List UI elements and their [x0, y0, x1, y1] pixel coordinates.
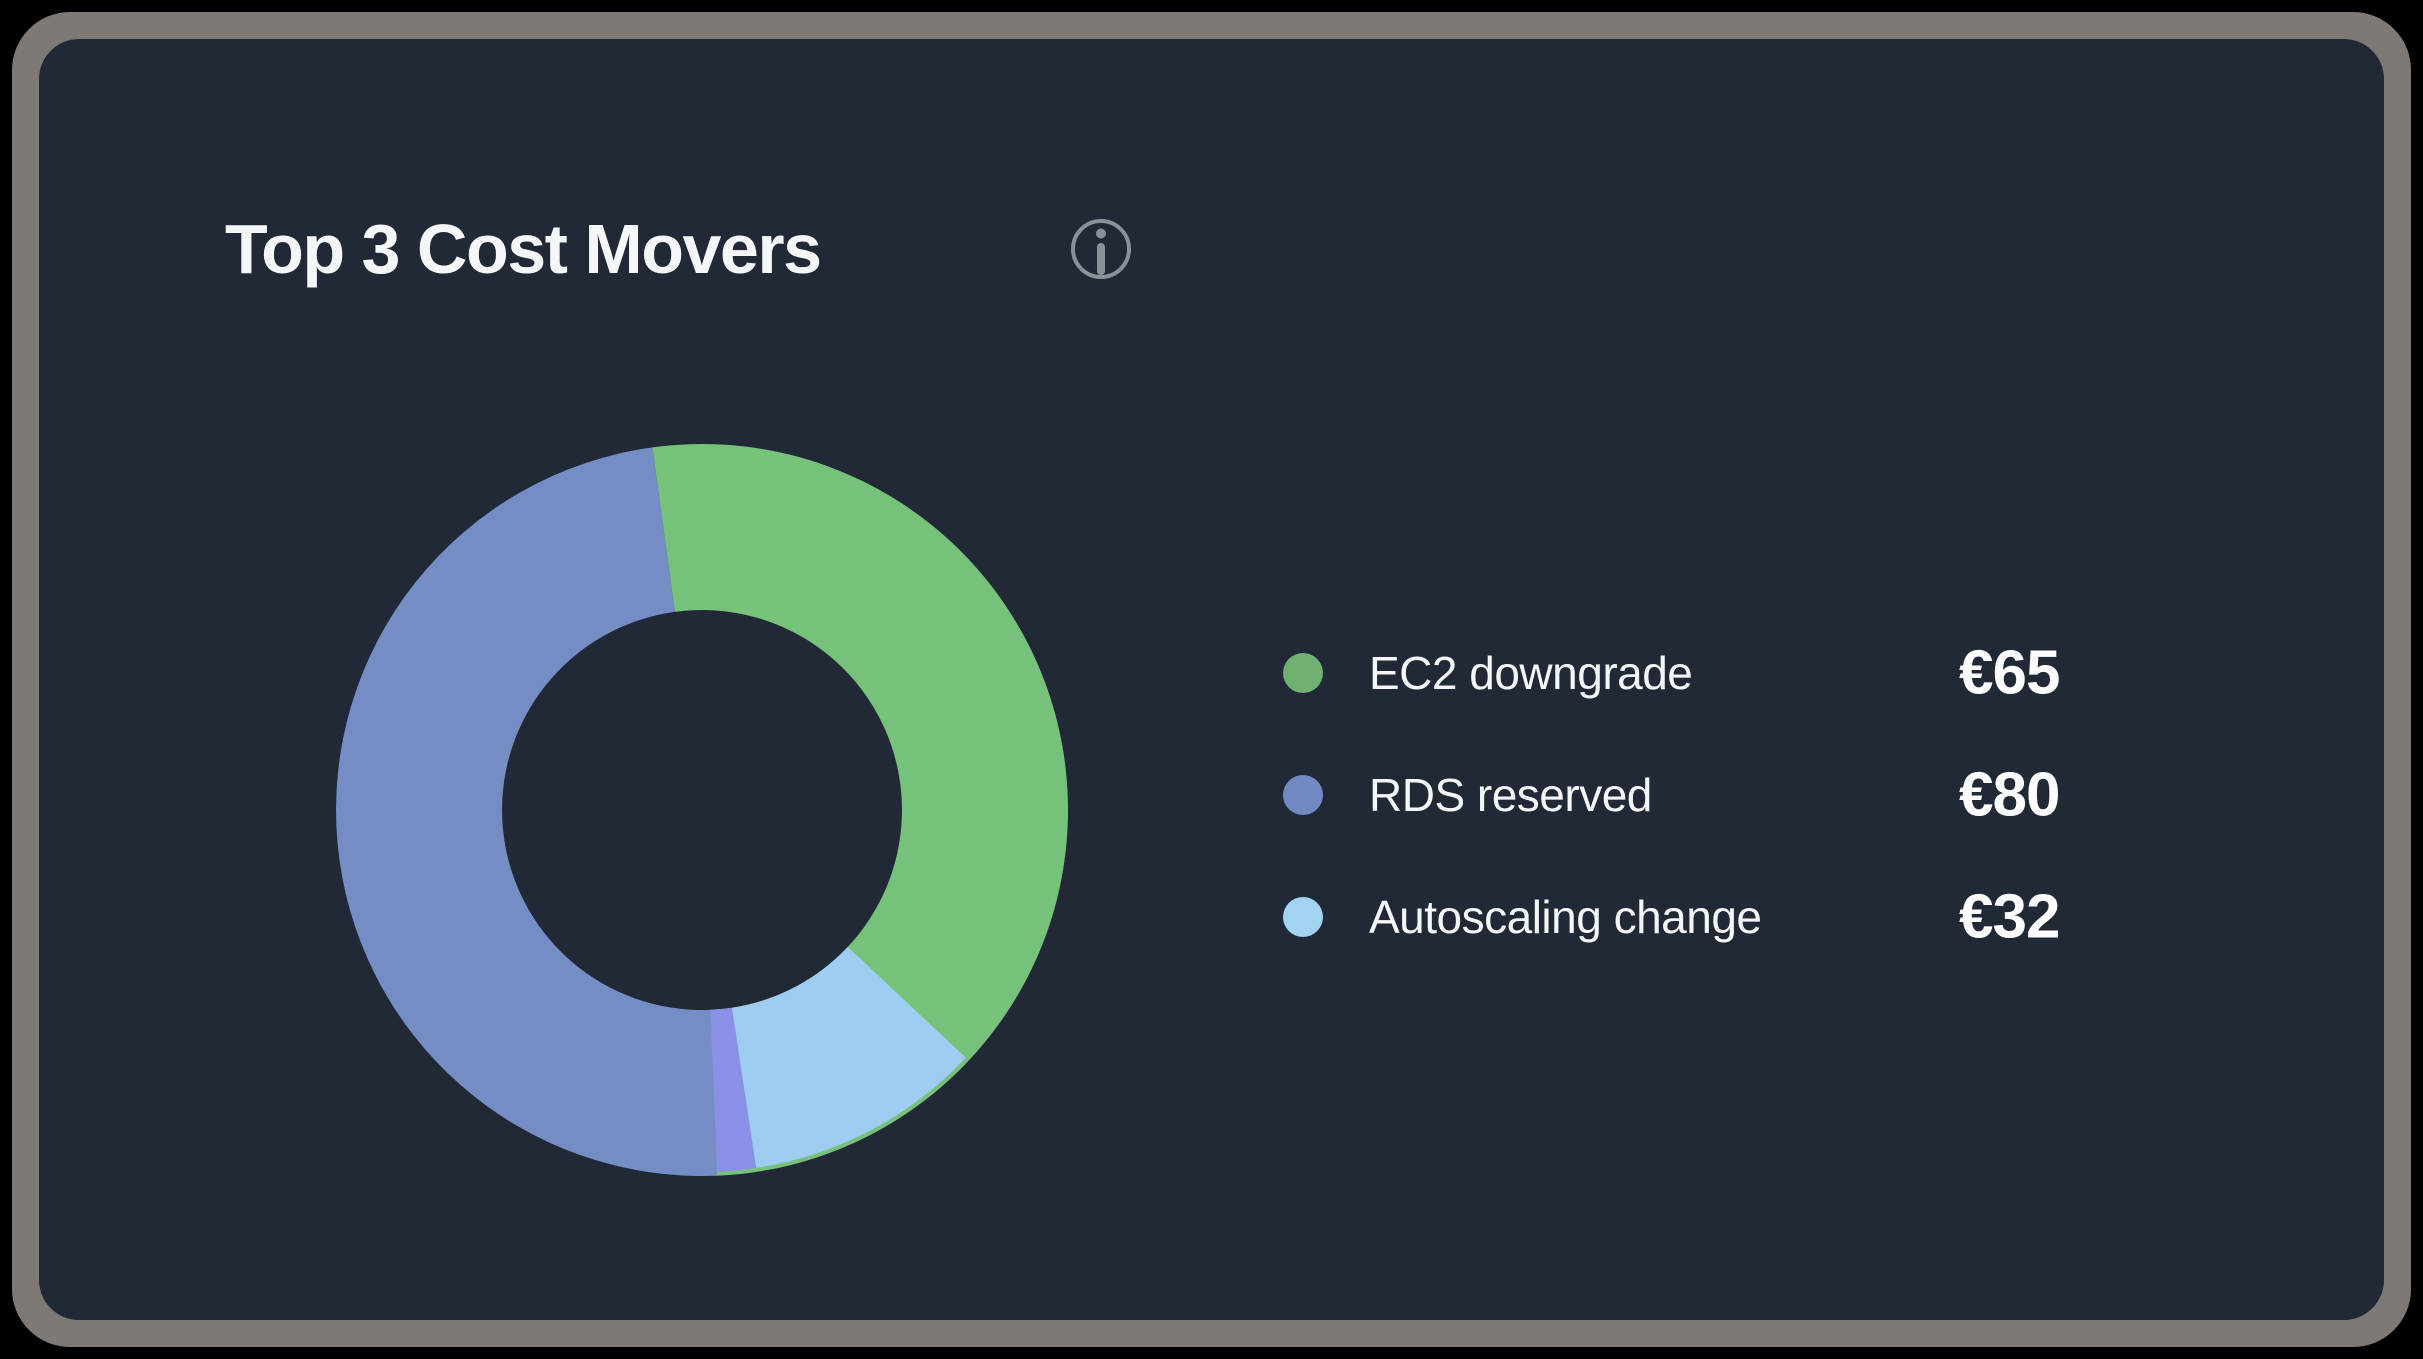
legend-label: Autoscaling change — [1369, 891, 1762, 943]
legend-swatch-icon — [1283, 775, 1323, 815]
info-icon — [1070, 218, 1132, 280]
donut-chart-svg — [336, 444, 1069, 1176]
donut-slice-autoscaling-change — [731, 946, 966, 1168]
legend-swatch-icon — [1283, 653, 1323, 693]
donut-slice-ec2-downgrade-base — [652, 444, 1069, 1176]
chart-legend: EC2 downgrade €65 RDS reserved €80 Autos… — [1283, 638, 2233, 952]
cost-movers-card: Top 3 Cost Movers EC2 downgrade €6 — [39, 39, 2384, 1320]
page-title: Top 3 Cost Movers — [225, 210, 822, 288]
legend-swatch-icon — [1283, 897, 1323, 937]
donut-slice-rds-reserved — [336, 447, 718, 1176]
legend-row-rds-reserved: RDS reserved €80 — [1283, 760, 2233, 830]
legend-value: €65 — [1959, 638, 2060, 708]
legend-value: €80 — [1959, 760, 2060, 830]
legend-label: EC2 downgrade — [1369, 647, 1693, 699]
legend-value: €32 — [1959, 882, 2060, 952]
card-frame: Top 3 Cost Movers EC2 downgrade €6 — [12, 12, 2411, 1347]
donut-chart — [336, 444, 1069, 1176]
info-button[interactable] — [1070, 218, 1132, 280]
legend-row-ec2-downgrade: EC2 downgrade €65 — [1283, 638, 2233, 708]
donut-slice-overlap-sliver — [710, 1007, 757, 1172]
legend-row-autoscaling-change: Autoscaling change €32 — [1283, 882, 2233, 952]
legend-label: RDS reserved — [1369, 769, 1652, 821]
